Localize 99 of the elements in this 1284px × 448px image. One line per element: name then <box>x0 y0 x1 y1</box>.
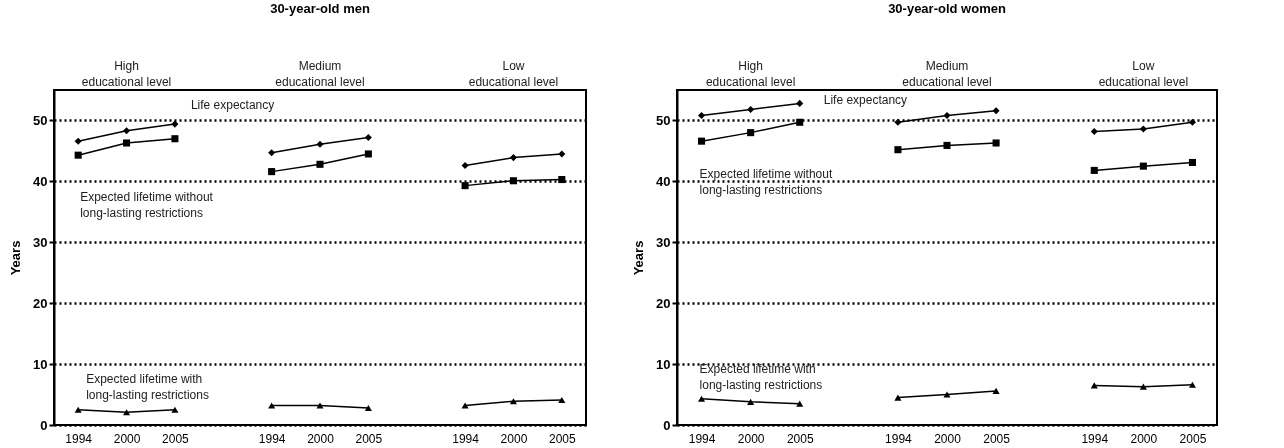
point <box>268 149 276 157</box>
point <box>698 137 706 145</box>
x-tick-label: 2005 <box>162 431 190 446</box>
point <box>796 400 804 407</box>
y-tick-label: 40 <box>33 173 48 189</box>
text: Medium educational level <box>275 59 365 89</box>
x-tick-label: 1994 <box>688 431 716 446</box>
point <box>943 141 951 149</box>
text: High educational level <box>705 59 796 89</box>
point <box>268 168 276 176</box>
point <box>943 112 951 120</box>
y-tick-label: 20 <box>656 295 671 311</box>
point <box>992 387 1000 394</box>
point <box>894 394 902 401</box>
point <box>74 137 82 145</box>
x-tick-label: 2000 <box>500 431 528 446</box>
point <box>992 139 1000 147</box>
point <box>1090 127 1098 135</box>
point <box>1139 383 1147 390</box>
point <box>316 160 324 168</box>
point <box>747 105 755 114</box>
x-tick-label: 2005 <box>355 431 383 446</box>
y-axis-title: Years <box>631 240 647 276</box>
x-tick-label: 2000 <box>737 431 765 446</box>
x-tick-label: 1994 <box>885 431 913 446</box>
y-tick-label: 10 <box>33 356 48 372</box>
annotation: Expected lifetime without long-lasting restrictions <box>80 189 214 220</box>
x-tick-label: 2005 <box>1179 431 1207 446</box>
y-tick-label: 0 <box>40 417 48 433</box>
x-tick-label: 2000 <box>934 431 962 446</box>
chart-title: 30-year-old men <box>270 1 370 16</box>
point <box>171 120 179 128</box>
point <box>894 146 902 154</box>
annotation: Expected lifetime without long-lasting restrictions <box>699 167 833 198</box>
point <box>364 404 372 412</box>
point <box>894 118 902 126</box>
point <box>268 402 276 409</box>
x-tick-label: 1994 <box>65 431 93 446</box>
annotation: Expected lifetime with long-lasting restrictions <box>699 361 823 392</box>
point <box>747 398 755 405</box>
point <box>1090 166 1098 174</box>
point <box>1188 118 1196 126</box>
point <box>316 402 324 409</box>
text: Medium educational level <box>902 59 992 89</box>
point <box>461 402 469 409</box>
y-tick-label: 0 <box>663 417 671 433</box>
point <box>796 118 804 126</box>
point <box>509 154 517 162</box>
x-tick-label: 2000 <box>113 431 141 446</box>
point <box>1139 162 1147 170</box>
point <box>461 161 469 170</box>
point <box>558 150 566 158</box>
point <box>558 176 566 184</box>
point <box>123 139 131 147</box>
text: Low educational level <box>468 59 559 89</box>
y-tick-label: 50 <box>33 112 48 128</box>
chart-title: 30-year-old women <box>888 1 1006 16</box>
point <box>509 398 517 405</box>
x-tick-label: 2005 <box>786 431 814 446</box>
point <box>1139 125 1147 133</box>
point <box>796 99 804 107</box>
point <box>509 177 517 185</box>
point <box>943 391 951 398</box>
annotation: Life expectancy <box>190 97 275 112</box>
x-tick-label: 2000 <box>1130 431 1158 446</box>
point <box>698 112 706 120</box>
point <box>123 127 131 135</box>
point <box>698 395 706 402</box>
text: High educational level <box>81 59 172 89</box>
annotation: Expected lifetime with long-lasting restrictions <box>86 371 209 402</box>
point <box>747 129 755 137</box>
point <box>171 135 179 143</box>
x-tick-label: 1994 <box>452 431 480 446</box>
point <box>558 396 566 404</box>
y-axis-title: Years <box>8 240 24 276</box>
x-tick-label: 2000 <box>307 431 335 446</box>
point <box>992 107 1000 115</box>
x-tick-label: 2005 <box>548 431 576 446</box>
y-tick-label: 40 <box>656 173 671 189</box>
annotation: Life expectancy <box>823 92 908 107</box>
y-tick-label: 10 <box>656 356 671 372</box>
text: Low educational level <box>1098 59 1189 89</box>
point <box>316 140 324 148</box>
y-tick-label: 30 <box>656 234 671 250</box>
point <box>171 406 179 413</box>
point <box>461 182 469 190</box>
x-tick-label: 2005 <box>983 431 1011 446</box>
point <box>74 151 82 159</box>
y-tick-label: 20 <box>33 295 48 311</box>
point <box>364 133 372 142</box>
x-tick-label: 1994 <box>1081 431 1109 446</box>
y-tick-label: 30 <box>33 234 48 250</box>
point <box>1188 158 1196 167</box>
point <box>74 406 82 413</box>
point <box>364 150 372 158</box>
x-tick-label: 1994 <box>258 431 286 446</box>
point <box>1188 381 1196 388</box>
y-tick-label: 50 <box>656 112 671 128</box>
point <box>123 409 131 416</box>
